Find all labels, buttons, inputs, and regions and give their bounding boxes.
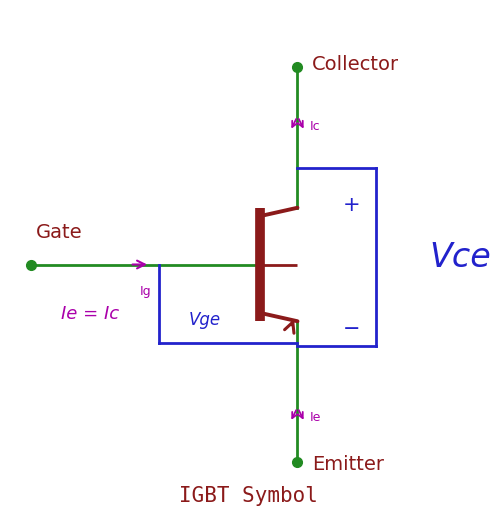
Text: +: + — [343, 195, 360, 215]
Text: Vce: Vce — [430, 241, 491, 273]
Text: Ig: Ig — [140, 285, 151, 298]
Text: Collector: Collector — [312, 55, 400, 74]
Text: Ie: Ie — [310, 411, 321, 424]
Text: Gate: Gate — [36, 223, 82, 242]
Text: Ic: Ic — [310, 120, 320, 133]
Text: Emitter: Emitter — [312, 455, 384, 474]
Text: −: − — [343, 318, 360, 339]
Text: Vge: Vge — [189, 311, 221, 329]
Text: IGBT Symbol: IGBT Symbol — [178, 487, 318, 506]
Text: Ie = Ic: Ie = Ic — [60, 305, 118, 323]
